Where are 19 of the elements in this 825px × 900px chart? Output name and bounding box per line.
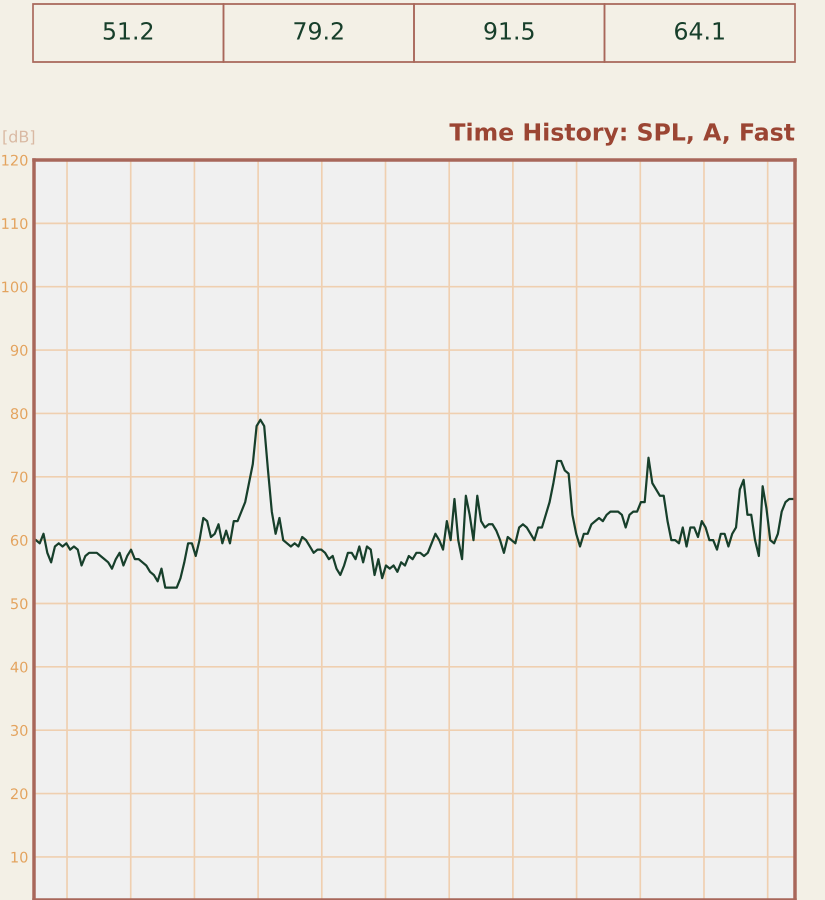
y-tick-label: 70 — [11, 472, 28, 483]
text: 51.2 — [104, 22, 152, 40]
y-tick-label: 90 — [10, 344, 28, 356]
y-tick-label: 30 — [11, 724, 28, 736]
text: 79.2 — [294, 22, 343, 40]
line-series — [34, 418, 794, 589]
text: 64.1 — [675, 22, 724, 40]
y-tick-label: 100 — [2, 281, 28, 292]
y-tick-label: 50 — [11, 598, 28, 610]
y-tick-label: 10 — [11, 852, 28, 863]
y-tick-label: 80 — [10, 408, 28, 420]
chart-title: Time History: SPL, A, Fast — [450, 122, 794, 146]
y-axis-title: [dB] — [3, 130, 34, 145]
y-tick-label: 110 — [2, 218, 28, 230]
text: 91.5 — [484, 22, 534, 40]
y-tick-label: 20 — [10, 788, 28, 800]
y-tick-label: 60 — [10, 534, 28, 546]
y-tick-label: 120 — [2, 154, 28, 166]
y-tick-label: 40 — [10, 662, 28, 673]
